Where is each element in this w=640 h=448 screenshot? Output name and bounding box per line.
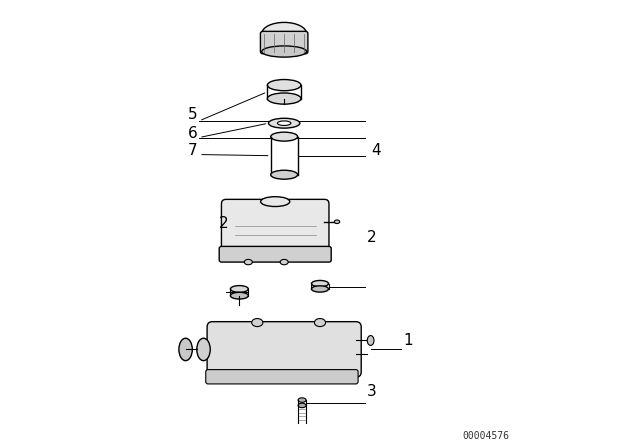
FancyBboxPatch shape	[260, 31, 308, 54]
Ellipse shape	[197, 338, 211, 361]
Ellipse shape	[269, 118, 300, 128]
Ellipse shape	[314, 319, 326, 327]
Ellipse shape	[271, 132, 298, 141]
Ellipse shape	[260, 197, 290, 207]
Text: 1: 1	[403, 333, 413, 348]
FancyBboxPatch shape	[221, 199, 329, 253]
Ellipse shape	[230, 286, 248, 293]
Ellipse shape	[268, 93, 301, 104]
Ellipse shape	[298, 403, 306, 408]
Ellipse shape	[179, 338, 193, 361]
Text: 2: 2	[220, 216, 229, 232]
Text: 2: 2	[367, 230, 377, 245]
Ellipse shape	[334, 220, 340, 224]
Text: 7: 7	[188, 142, 198, 158]
Ellipse shape	[312, 280, 328, 287]
Ellipse shape	[271, 170, 298, 179]
Ellipse shape	[262, 22, 307, 45]
Text: 3: 3	[367, 384, 377, 400]
Text: 5: 5	[188, 107, 198, 122]
Text: 4: 4	[371, 142, 381, 158]
Text: 6: 6	[188, 125, 198, 141]
Ellipse shape	[280, 259, 288, 265]
Ellipse shape	[298, 398, 306, 402]
Ellipse shape	[252, 319, 263, 327]
Ellipse shape	[312, 286, 328, 292]
Ellipse shape	[244, 259, 252, 265]
Ellipse shape	[230, 292, 248, 299]
FancyBboxPatch shape	[220, 246, 332, 262]
FancyBboxPatch shape	[206, 370, 358, 384]
FancyBboxPatch shape	[207, 322, 361, 377]
Ellipse shape	[262, 46, 307, 57]
Ellipse shape	[278, 121, 291, 125]
Ellipse shape	[268, 80, 301, 91]
Ellipse shape	[367, 336, 374, 345]
Text: 00004576: 00004576	[462, 431, 509, 441]
